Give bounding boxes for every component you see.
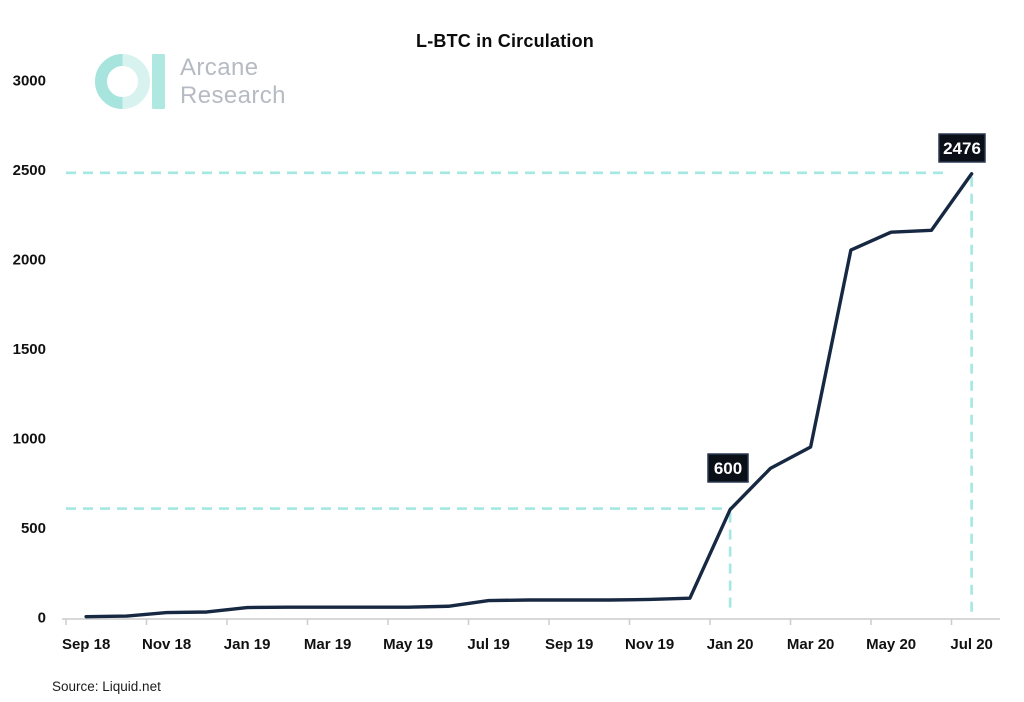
y-axis-tick-label: 2000	[13, 252, 46, 269]
logo-wordmark-line1: Arcane	[180, 54, 259, 81]
annotation-box	[938, 133, 986, 163]
x-axis-tick-label: Jan 19	[224, 636, 271, 653]
y-axis-tick-label: 500	[21, 520, 46, 537]
x-axis-tick-label: Jul 20	[950, 636, 993, 653]
x-axis-tick-label: Sep 18	[62, 636, 110, 653]
logo-mark-icon	[95, 54, 165, 109]
y-axis-tick-label: 2500	[13, 162, 46, 179]
x-axis-tick-label: Nov 19	[625, 636, 674, 653]
y-axis-tick-label: 3000	[13, 73, 46, 90]
chart-title: L-BTC in Circulation	[416, 31, 594, 51]
x-axis-tick-label: May 20	[866, 636, 916, 653]
x-axis-tick-label: Mar 19	[304, 636, 352, 653]
logo-wordmark-line2: Research	[180, 82, 286, 109]
x-axis-tick-label: Mar 20	[787, 636, 835, 653]
x-axis-tick-label: Jan 20	[707, 636, 754, 653]
y-axis-tick-label: 0	[38, 610, 46, 627]
x-axis-tick-label: Nov 18	[142, 636, 191, 653]
x-axis-tick-label: May 19	[383, 636, 433, 653]
series-line	[84, 172, 974, 619]
annotation-label: 600	[714, 459, 742, 478]
logo-wordmark: Arcane Research	[180, 54, 286, 110]
source-note: Source: Liquid.net	[52, 679, 161, 694]
x-axis-tick-label: Sep 19	[545, 636, 593, 653]
arcane-research-logo: Arcane Research	[95, 54, 286, 110]
annotation-label: 2476	[943, 139, 981, 158]
y-axis-tick-label: 1500	[13, 341, 46, 358]
y-axis-tick-label: 1000	[13, 431, 46, 448]
annotation-box	[707, 453, 749, 483]
x-axis-tick-label: Jul 19	[467, 636, 510, 653]
